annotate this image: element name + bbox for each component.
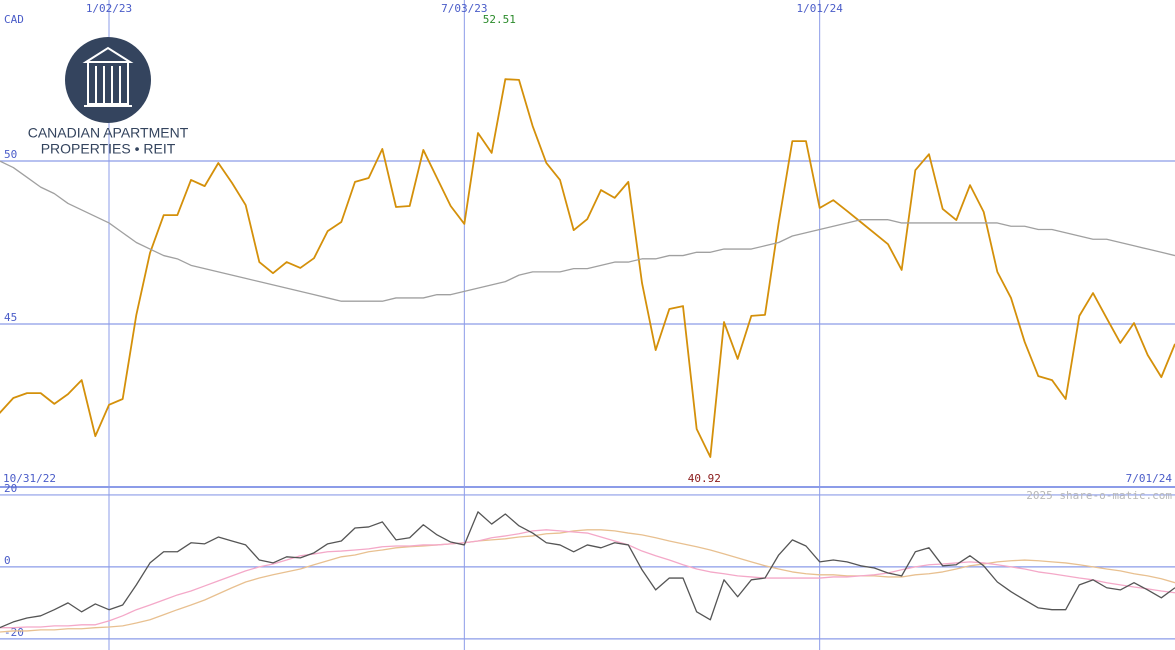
x-tick-label: 1/02/23 — [86, 2, 132, 15]
x-tick-label: 1/01/24 — [796, 2, 843, 15]
currency-label: CAD — [4, 13, 24, 26]
series-line — [0, 78, 1175, 458]
y-tick-label: 45 — [4, 311, 17, 324]
series-line — [0, 160, 1175, 302]
x-tick-label: 7/01/24 — [1126, 472, 1173, 485]
y-tick-label: 0 — [4, 554, 11, 567]
x-tick-label: 7/03/23 — [441, 2, 487, 15]
y-tick-label: 20 — [4, 482, 17, 495]
x-tick-label: 10/31/22 — [3, 472, 56, 485]
y-tick-label: 50 — [4, 148, 17, 161]
company-name: PROPERTIES • REIT — [41, 141, 176, 157]
series-line — [0, 529, 1175, 633]
watermark: 2025 share-o-matic.com — [1026, 489, 1172, 502]
company-name: CANADIAN APARTMENT — [28, 125, 189, 141]
logo: CANADIAN APARTMENT PROPERTIES • REIT — [28, 37, 189, 157]
low-label: 40.92 — [688, 472, 721, 485]
y-tick-label: -20 — [4, 626, 24, 639]
series-line — [0, 511, 1175, 629]
logo-building — [82, 46, 134, 107]
logo-badge — [65, 37, 151, 123]
high-label: 52.51 — [483, 13, 516, 26]
series-line — [0, 529, 1175, 629]
